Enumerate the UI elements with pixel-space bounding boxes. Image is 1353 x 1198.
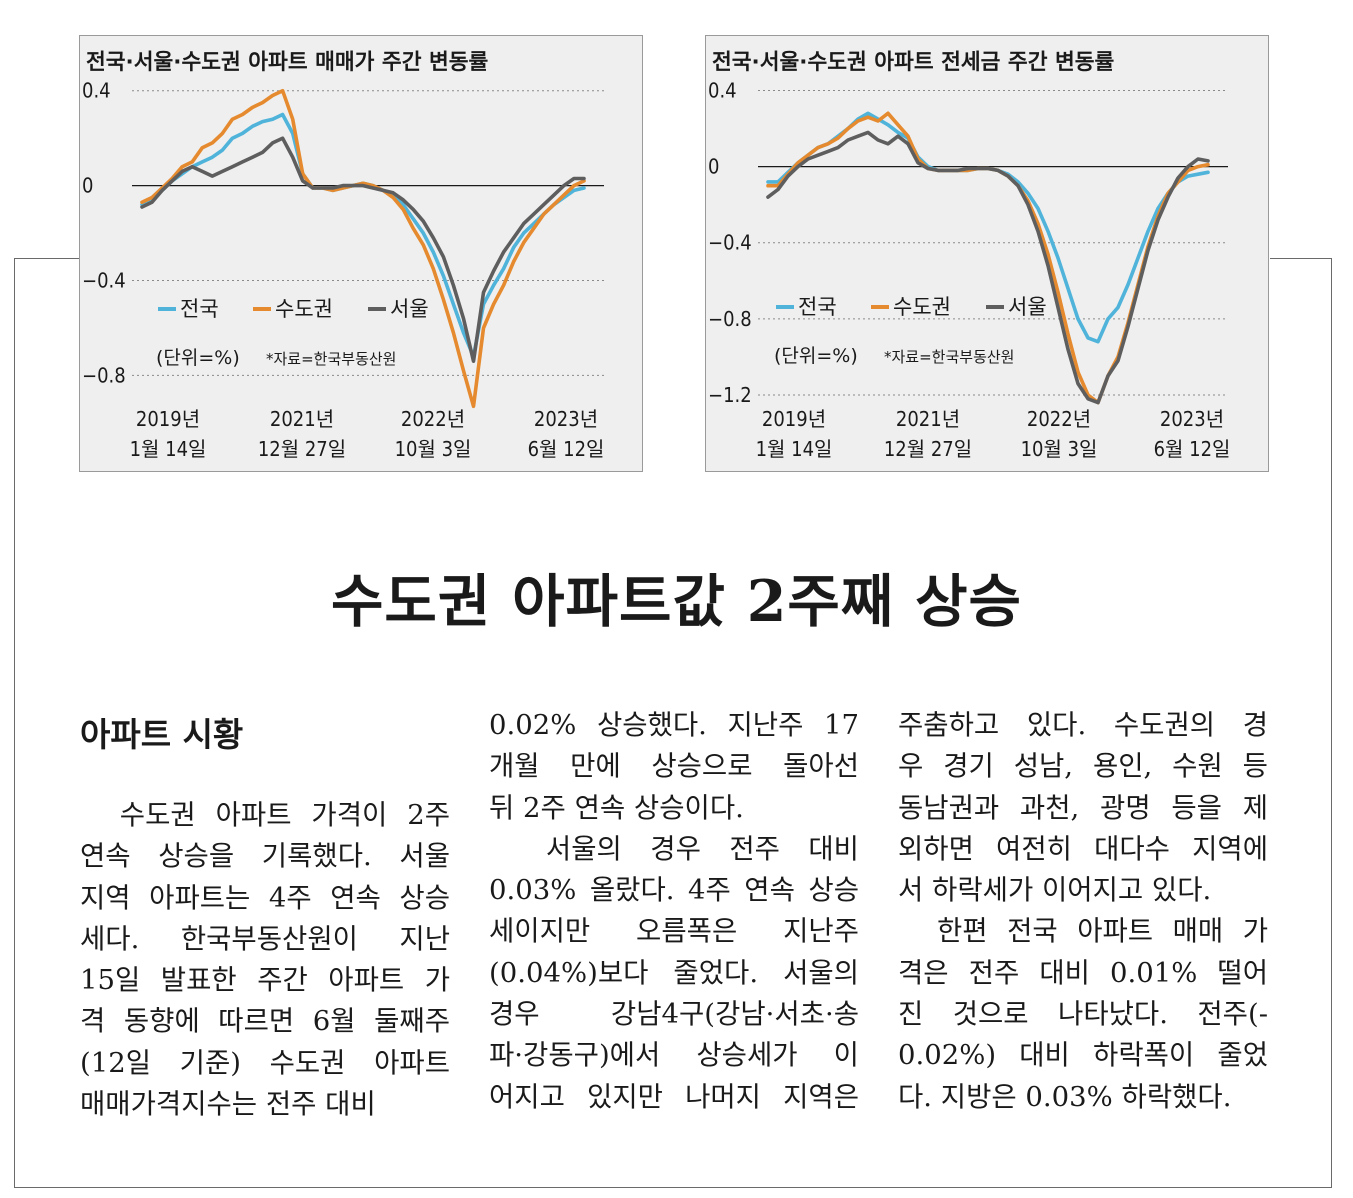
text-line: 개월 만에 상승으로 돌아선 xyxy=(489,750,859,783)
text-line: 매매가격지수는 전주 대비 xyxy=(80,1088,376,1121)
x-tick-year: 2021년 xyxy=(896,407,960,431)
text-line: 경우 강남4구(강남·서초·송 xyxy=(489,998,859,1031)
unit-note: (단위=%) xyxy=(774,345,858,367)
legend-label: 서울 xyxy=(390,297,429,321)
y-tick-label: −0.4 xyxy=(82,269,126,293)
headline: 수도권 아파트값 2주째 상승 xyxy=(330,568,1023,635)
text-line: 세이지만 오름폭은 지난주 xyxy=(489,915,859,948)
text-line: 수도권 아파트 가격이 2주 xyxy=(80,799,450,831)
text-line: 0.03% 올랐다. 4주 연속 상승 xyxy=(489,874,859,907)
x-tick-date: 12월 27일 xyxy=(884,437,972,461)
x-tick-date: 6월 12일 xyxy=(1154,437,1231,461)
unit-note: (단위=%) xyxy=(156,347,240,369)
x-tick-date: 1월 14일 xyxy=(756,437,833,461)
text-line: 0.02% 상승했다. 지난주 17 xyxy=(489,709,859,741)
chart-svg: 전국·서울·수도권 아파트 매매가 주간 변동률 0.4 0 −0.4 −0.8 전국 수도… xyxy=(82,50,605,461)
source-note: *자료=한국부동산원 xyxy=(266,350,396,368)
text-line: 15일 발표한 주간 아파트 가 xyxy=(80,964,450,997)
x-tick-year: 2021년 xyxy=(270,407,334,431)
frame-rule-right xyxy=(1270,258,1332,259)
legend-label: 서울 xyxy=(1008,295,1047,319)
series-line-seoul xyxy=(140,136,586,364)
text-line: 어지고 있지만 나머지 지역은 xyxy=(489,1080,859,1113)
text-line: 서 하락세가 이어지고 있다. xyxy=(898,874,1212,907)
series-line-capital-area xyxy=(140,88,586,409)
source-note: *자료=한국부동산원 xyxy=(884,348,1014,366)
x-tick-year: 2019년 xyxy=(762,407,826,431)
text-line: 진 것으로 나타났다. 전주(- xyxy=(898,998,1268,1031)
y-tick-label: −0.8 xyxy=(708,307,752,331)
chart-jeonse-weekly-change: 전국·서울·수도권 아파트 전세금 주간 변동률 0.4 0 −0.4 −0.8 −1.2… xyxy=(705,35,1269,472)
frame-rule-left xyxy=(14,258,80,259)
chart-title: 전국·서울·수도권 아파트 전세금 주간 변동률 xyxy=(712,50,1115,75)
article-frame xyxy=(14,258,1332,1188)
text-line: 연속 상승을 기록했다. 서울 xyxy=(80,840,450,873)
legend-label: 수도권 xyxy=(893,295,951,319)
y-tick-label: −0.8 xyxy=(82,363,126,387)
chart-svg: 전국·서울·수도권 아파트 전세금 주간 변동률 0.4 0 −0.4 −0.8 −1.2… xyxy=(708,50,1231,461)
text-line: 지역 아파트는 4주 연속 상승 xyxy=(80,881,450,914)
chart-sale-price-weekly-change: 전국·서울·수도권 아파트 매매가 주간 변동률 0.4 0 −0.4 −0.8 전국 수도… xyxy=(79,35,643,472)
y-tick-label: 0.4 xyxy=(82,79,111,103)
x-tick-year: 2022년 xyxy=(401,407,465,431)
x-tick-date: 10월 3일 xyxy=(1021,437,1098,461)
text-line: 격 동향에 따르면 6월 둘째주 xyxy=(80,1005,450,1038)
text-line: 주춤하고 있다. 수도권의 경 xyxy=(898,709,1268,741)
text-line: 다. 지방은 0.03% 하락했다. xyxy=(898,1080,1232,1113)
text-line: (0.04%)보다 줄었다. 서울의 xyxy=(489,956,859,989)
text-line: 우 경기 성남, 용인, 수원 등 xyxy=(898,750,1268,783)
text-line: 0.02%) 대비 하락폭이 줄었 xyxy=(898,1039,1268,1072)
legend-label: 수도권 xyxy=(275,297,333,321)
text-line: 파·강동구)에서 상승세가 이 xyxy=(489,1039,859,1072)
x-tick-year: 2023년 xyxy=(534,407,598,431)
x-tick-date: 12월 27일 xyxy=(258,437,346,461)
chart-title: 전국·서울·수도권 아파트 매매가 주간 변동률 xyxy=(86,50,489,75)
y-tick-label: 0 xyxy=(82,174,93,198)
text-line: 뒤 2주 연속 상승이다. xyxy=(489,791,744,824)
text-line: 격은 전주 대비 0.01% 떨어 xyxy=(898,956,1268,989)
legend-label: 전국 xyxy=(798,295,837,319)
text-line: (12일 기준) 수도권 아파트 xyxy=(80,1046,450,1079)
y-tick-label: 0.4 xyxy=(708,79,737,103)
text-line: 세다. 한국부동산원이 지난 xyxy=(80,922,450,955)
legend-label: 전국 xyxy=(180,297,219,321)
x-tick-date: 10월 3일 xyxy=(395,437,472,461)
x-tick-year: 2022년 xyxy=(1027,407,1091,431)
x-tick-year: 2023년 xyxy=(1160,407,1224,431)
y-tick-label: −1.2 xyxy=(708,383,752,407)
section-subhead: 아파트 시황 xyxy=(80,715,244,754)
x-tick-year: 2019년 xyxy=(136,407,200,431)
text-line: 동남권과 과천, 광명 등을 제 xyxy=(898,791,1268,824)
text-line: 서울의 경우 전주 대비 xyxy=(489,832,859,865)
x-tick-date: 1월 14일 xyxy=(130,437,207,461)
series-line-seoul xyxy=(766,130,1210,405)
x-tick-date: 6월 12일 xyxy=(528,437,605,461)
y-tick-label: −0.4 xyxy=(708,231,752,255)
text-line: 한편 전국 아파트 매매 가 xyxy=(898,915,1268,948)
y-tick-label: 0 xyxy=(708,155,719,179)
text-line: 외하면 여전히 대다수 지역에 xyxy=(898,832,1268,865)
